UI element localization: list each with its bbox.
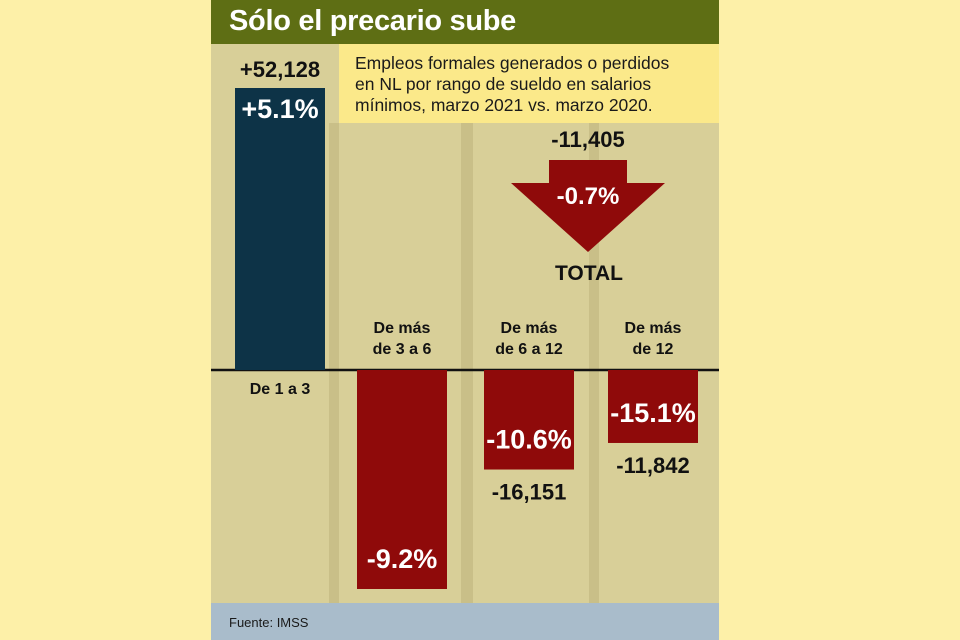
subtitle-box: Empleos formales generados o perdidos en…	[339, 44, 719, 123]
category-label: De 1 a 3	[250, 381, 311, 398]
category-label: de 12	[633, 341, 674, 358]
percent-label: +5.1%	[241, 94, 318, 124]
chart-subtitle: Empleos formales generados o perdidos en…	[355, 53, 705, 116]
value-label: +52,128	[240, 57, 320, 82]
source-note: Fuente: IMSS	[229, 615, 309, 630]
column-stripe	[329, 123, 339, 603]
bar	[484, 370, 574, 470]
total-percent-label: -0.7%	[557, 183, 620, 210]
percent-label: -10.6%	[486, 425, 572, 455]
total-label: TOTAL	[555, 262, 623, 285]
column-stripe	[589, 123, 599, 603]
bar	[235, 88, 325, 370]
infographic-panel: Sólo el precario sube Empleos formales g…	[211, 0, 719, 640]
total-arrow	[511, 160, 665, 252]
bar	[608, 370, 698, 443]
footer: Fuente: IMSS	[211, 603, 719, 640]
category-label: de 3 a 6	[373, 341, 432, 358]
value-label: -35,540	[365, 599, 440, 603]
category-label: De más	[374, 320, 431, 337]
subtitle-line: mínimos, marzo 2021 vs. marzo 2020.	[355, 95, 653, 115]
chart-title: Sólo el precario sube	[229, 5, 517, 37]
bar	[357, 370, 447, 589]
subtitle-line: en NL por rango de sueldo en salarios	[355, 74, 652, 94]
category-label: De más	[501, 320, 558, 337]
total-value-label: -11,405	[551, 127, 624, 152]
percent-label: -15.1%	[610, 398, 696, 428]
category-label: de 6 a 12	[495, 341, 563, 358]
bar-chart: +52,128 +5.1% De 1 a 3 -9.2% -35,540 De más de…	[211, 57, 719, 603]
percent-label: -9.2%	[367, 544, 438, 574]
value-label: -11,842	[616, 453, 689, 478]
value-label: -16,151	[492, 480, 567, 505]
title-bar: Sólo el precario sube	[211, 0, 719, 44]
column-stripe	[461, 123, 473, 603]
category-label: De más	[625, 320, 682, 337]
subtitle-line: Empleos formales generados o perdidos	[355, 53, 670, 73]
